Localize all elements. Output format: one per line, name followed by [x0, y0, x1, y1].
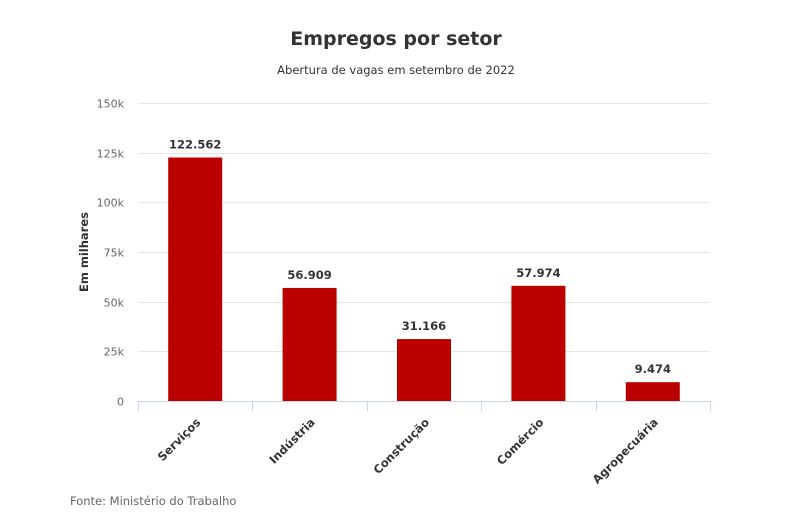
x-axis: Serviços Indústria Construção Comércio Agrop…	[138, 401, 711, 487]
bar	[625, 382, 680, 401]
x-tick-label: Construção	[370, 415, 432, 477]
y-tick-label: 100k	[97, 197, 125, 210]
bar	[282, 287, 337, 401]
data-label: 57.974	[516, 266, 560, 280]
x-tick-label: Agropecuária	[590, 415, 661, 486]
y-tick-label: 0	[117, 396, 124, 409]
x-tick-label: Serviços	[155, 415, 204, 464]
data-label: 9.474	[635, 362, 671, 376]
y-tick-label: 25k	[104, 346, 125, 359]
chart-subtitle: Abertura de vagas em setembro de 2022	[277, 63, 515, 77]
y-tick-label: 125k	[97, 148, 125, 161]
y-tick-label: 150k	[97, 98, 125, 111]
y-tick-label: 50k	[104, 297, 125, 310]
data-label: 31.166	[402, 319, 446, 333]
gridlines	[138, 103, 710, 352]
bar	[511, 285, 566, 401]
chart-title: Empregos por setor	[290, 28, 502, 50]
x-tick-label: Indústria	[266, 415, 317, 466]
y-axis-ticks: 0 25k 50k 75k 100k 125k 150k	[97, 98, 125, 409]
data-label: 122.562	[169, 138, 221, 152]
x-tick-label: Comércio	[494, 415, 547, 468]
bars: 122.562 56.909 31.166 57.974 9.474	[168, 138, 680, 401]
data-label: 56.909	[287, 268, 331, 282]
y-axis-label: Em milhares	[77, 212, 91, 292]
source-note: Fonte: Ministério do Trabalho	[70, 494, 236, 508]
bar	[397, 339, 451, 401]
bar	[168, 157, 223, 401]
y-tick-label: 75k	[104, 247, 125, 260]
